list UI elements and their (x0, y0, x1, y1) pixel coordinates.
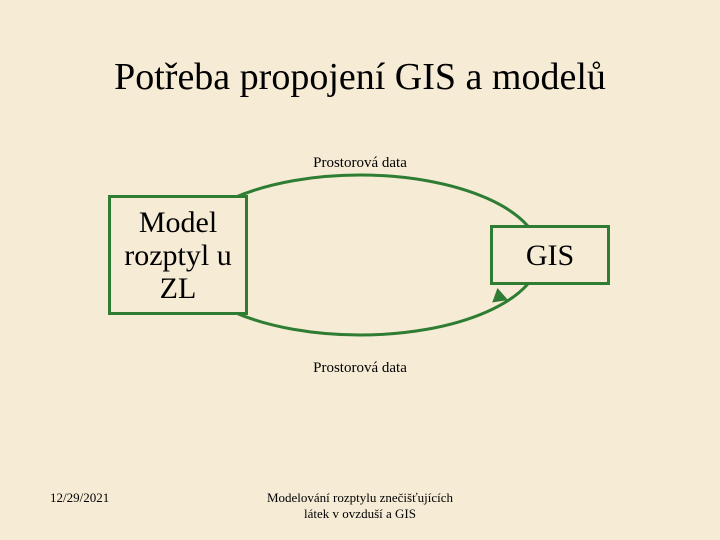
label-prostorova-data-bottom: Prostorová data (210, 360, 510, 377)
slide: Potřeba propojení GIS a modelů Prostorov… (0, 0, 720, 540)
box-gis-text: GIS (526, 239, 574, 272)
footer-subtitle: Modelování rozptylu znečišťujících látek… (160, 490, 560, 522)
box-gis: GIS (490, 225, 610, 285)
box-model-rozptylu: Model rozptyl u ZL (108, 195, 248, 315)
footer-subtitle-line1: Modelování rozptylu znečišťujících (267, 490, 453, 505)
footer-subtitle-line2: látek v ovzduší a GIS (304, 506, 416, 521)
label-prostorova-data-top: Prostorová data (210, 155, 510, 172)
footer-date: 12/29/2021 (50, 490, 109, 506)
box-model-rozptylu-text: Model rozptyl u ZL (111, 206, 245, 305)
slide-title: Potřeba propojení GIS a modelů (0, 55, 720, 99)
